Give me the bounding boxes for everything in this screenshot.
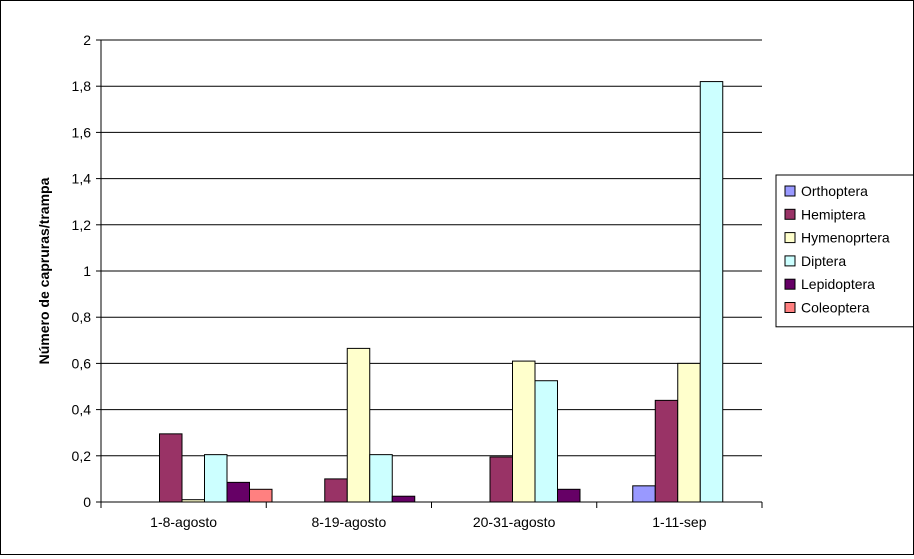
bar bbox=[391, 495, 416, 503]
x-tick-label: 20-31-agosto bbox=[473, 514, 556, 530]
bar bbox=[226, 481, 250, 503]
bar bbox=[204, 454, 228, 503]
bar bbox=[632, 485, 656, 503]
x-tick-label: 1-8-agosto bbox=[150, 514, 217, 530]
y-tick-label: 0 bbox=[83, 494, 91, 510]
bar bbox=[489, 456, 513, 503]
y-tick-label: 1,6 bbox=[72, 124, 92, 140]
y-tick-label: 0,4 bbox=[72, 402, 92, 418]
legend-label: Hemiptera bbox=[801, 206, 866, 222]
gridlines bbox=[101, 39, 762, 457]
y-tick-label: 1,4 bbox=[72, 171, 92, 187]
legend-label: Coleoptera bbox=[801, 300, 870, 316]
bar bbox=[534, 380, 558, 503]
legend: Orthoptera Hemiptera Hymenoprtera Diptera Le… bbox=[775, 174, 914, 328]
legend-label: Orthoptera bbox=[801, 183, 868, 199]
y-tick-label: 1,8 bbox=[72, 78, 92, 94]
y-tick-label: 2 bbox=[83, 32, 91, 48]
y-tick-label: 1,2 bbox=[72, 217, 92, 233]
y-tick-label: 0,2 bbox=[72, 448, 92, 464]
legend-label: Diptera bbox=[801, 253, 846, 269]
legend-swatch bbox=[784, 232, 796, 244]
y-tick-label: 1 bbox=[83, 263, 91, 279]
bar bbox=[346, 347, 371, 503]
bar bbox=[699, 81, 724, 503]
legend-label: Hymenoprtera bbox=[801, 230, 890, 246]
y-axis-title: Número de capruras/trampa bbox=[36, 177, 52, 364]
bar bbox=[512, 360, 536, 503]
bar bbox=[557, 488, 581, 503]
bar bbox=[249, 488, 273, 503]
legend-swatch bbox=[784, 208, 796, 220]
bar bbox=[369, 454, 393, 503]
bar bbox=[654, 399, 679, 503]
axes: 0 0,2 0,4 0,6 0,8 1 1,2 1,4 1,6 1,8 2 1-8-agosto 8-1… bbox=[72, 32, 763, 530]
legend-swatch bbox=[784, 278, 796, 290]
x-tick-label: 1-11-sep bbox=[652, 514, 706, 530]
legend-swatch bbox=[784, 255, 796, 267]
y-tick-label: 0,6 bbox=[72, 355, 92, 371]
legend-swatch bbox=[784, 302, 796, 313]
bar bbox=[159, 433, 183, 503]
bar bbox=[677, 362, 701, 503]
y-tick-label: 0,8 bbox=[72, 309, 92, 325]
bar bbox=[324, 478, 348, 503]
bars bbox=[159, 81, 724, 503]
legend-swatch bbox=[784, 185, 796, 197]
legend-box bbox=[775, 174, 914, 328]
x-tick-label: 8-19-agosto bbox=[312, 514, 387, 530]
legend-label: Lepidoptera bbox=[801, 276, 875, 292]
